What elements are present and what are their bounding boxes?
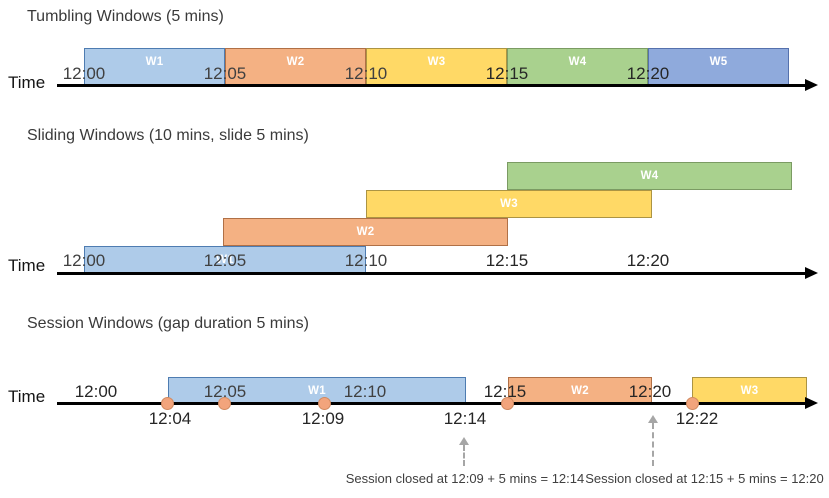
window-label: W2 xyxy=(286,56,305,68)
tick-label: 12:20 xyxy=(626,64,670,83)
tumbling-time-axis-label: Time xyxy=(8,73,46,92)
window-label: W5 xyxy=(709,56,728,68)
tick-label: 12:20 xyxy=(626,251,670,270)
tick-label: 12:05 xyxy=(203,382,247,401)
window-label: W4 xyxy=(640,170,659,182)
window-label: W3 xyxy=(427,56,446,68)
sliding-window-w3: W3 xyxy=(366,190,652,218)
tumbling-title: Tumbling Windows (5 mins) xyxy=(27,8,224,25)
session-axis-arrowhead-icon xyxy=(805,397,818,409)
session-window-w3: W3 xyxy=(692,377,807,404)
event-dot-icon xyxy=(218,397,231,410)
window-label: W3 xyxy=(740,384,759,397)
sliding-title: Sliding Windows (10 mins, slide 5 mins) xyxy=(27,127,309,144)
sliding-axis-arrowhead-icon xyxy=(805,267,818,279)
session-title: Session Windows (gap duration 5 mins) xyxy=(27,315,309,332)
tumbling-time-axis xyxy=(57,84,805,87)
sliding-time-axis-label: Time xyxy=(8,256,46,275)
tick-label: 12:10 xyxy=(344,251,388,270)
window-label: W1 xyxy=(216,254,234,266)
event-time-label: 12:09 xyxy=(301,409,345,428)
sliding-window-w1: W1 xyxy=(84,246,366,274)
tick-label: 12:10 xyxy=(343,382,387,401)
tumbling-axis-arrowhead-icon xyxy=(805,79,818,91)
sliding-window-w4: W4 xyxy=(507,162,792,190)
tick-label: 12:15 xyxy=(485,64,529,83)
event-dot-icon xyxy=(318,397,331,410)
session-close-arrow-stem xyxy=(463,445,465,466)
tick-label: 12:15 xyxy=(485,251,529,270)
session-close-arrow-icon xyxy=(459,437,469,445)
tumbling-window-w1: W1 xyxy=(84,48,225,85)
tick-label: 12:20 xyxy=(628,382,672,401)
sliding-window-w2: W2 xyxy=(223,218,508,246)
event-dot-icon xyxy=(686,397,699,410)
event-time-label: 12:04 xyxy=(148,409,192,428)
session-close-annotation: Session closed at 12:15 + 5 mins = 12:20 xyxy=(585,471,824,486)
tick-label: 12:05 xyxy=(203,64,247,83)
window-label: W3 xyxy=(500,198,518,210)
session-time-axis xyxy=(57,402,805,405)
tumbling-window-w5: W5 xyxy=(648,48,789,85)
session-close-annotation: Session closed at 12:09 + 5 mins = 12:14 xyxy=(345,471,585,486)
event-dot-icon xyxy=(161,397,174,410)
tick-label: 12:00 xyxy=(62,64,106,83)
tumbling-window-w3: W3 xyxy=(366,48,507,85)
session-window-w2: W2 xyxy=(508,377,652,404)
tick-label: 12:05 xyxy=(203,251,247,270)
tick-label: 12:00 xyxy=(62,251,106,270)
event-time-label: 12:14 xyxy=(443,409,487,428)
window-label: W1 xyxy=(308,384,326,397)
event-dot-icon xyxy=(501,397,514,410)
session-close-arrow-icon xyxy=(648,415,658,423)
session-window-w1: W1 xyxy=(168,377,466,404)
tick-label: 12:10 xyxy=(344,64,388,83)
window-label: W2 xyxy=(571,384,589,397)
window-label: W2 xyxy=(356,226,375,238)
tick-label: 12:15 xyxy=(483,382,527,401)
event-time-label: 12:22 xyxy=(675,409,719,428)
session-time-axis-label: Time xyxy=(8,387,46,406)
session-close-arrow-stem xyxy=(652,423,654,466)
window-label: W4 xyxy=(568,56,587,68)
tick-label: 12:00 xyxy=(74,382,118,401)
window-label: W1 xyxy=(145,56,164,68)
sliding-time-axis xyxy=(57,272,805,275)
